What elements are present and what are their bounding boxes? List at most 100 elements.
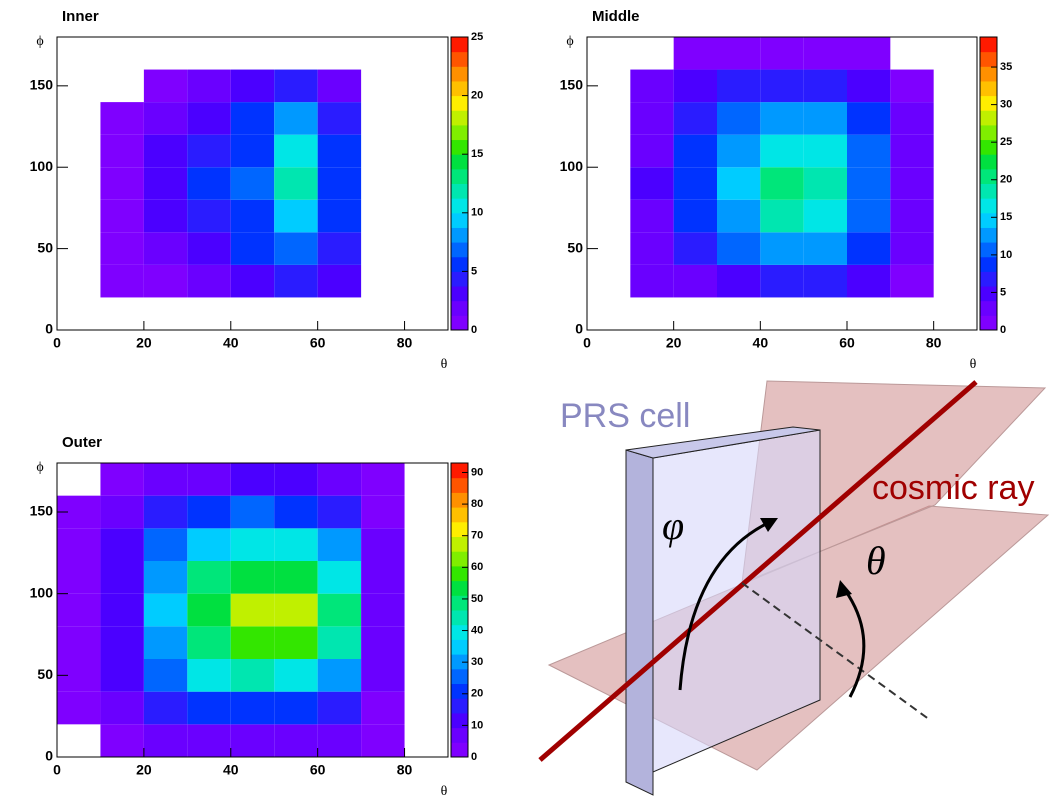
heat-cell <box>717 232 761 265</box>
z-tick-label: 10 <box>471 719 483 731</box>
heat-cell <box>230 691 275 725</box>
heat-cell <box>230 495 275 529</box>
heat-cell <box>803 199 847 233</box>
heat-cell <box>187 724 231 757</box>
heat-cell <box>760 232 804 265</box>
heat-cell <box>317 463 362 496</box>
heat-cell <box>317 232 362 265</box>
colorbar-band <box>451 727 468 743</box>
heat-cell <box>230 199 275 233</box>
heat-cell <box>230 167 275 200</box>
heat-cell <box>847 199 891 233</box>
heat-cell <box>673 134 717 168</box>
heat-cell <box>890 264 934 298</box>
heat-cell <box>274 495 318 529</box>
heat-cell <box>717 134 761 168</box>
y-tick-label: 150 <box>30 503 54 519</box>
x-tick-label: 80 <box>926 335 942 351</box>
heat-cell <box>717 37 761 70</box>
x-tick-label: 0 <box>53 762 61 778</box>
colorbar-band <box>451 51 468 67</box>
heat-cell <box>187 626 231 659</box>
heat-cell <box>760 37 804 70</box>
colorbar-band <box>451 683 468 699</box>
heat-cell <box>847 167 891 200</box>
heat-cell <box>230 528 275 561</box>
colorbar-band <box>980 66 997 82</box>
heat-cell <box>230 593 275 627</box>
z-tick-label: 0 <box>471 751 477 763</box>
heat-cell <box>230 724 275 757</box>
heat-cell <box>803 167 847 200</box>
heat-cell <box>143 626 188 659</box>
colorbar-band <box>980 227 997 243</box>
colorbar-band <box>980 242 997 258</box>
colorbar-band <box>451 286 468 302</box>
colorbar-band <box>980 315 997 331</box>
heat-cell <box>274 659 318 692</box>
x-tick-label: 0 <box>53 335 61 351</box>
heat-cell <box>890 199 934 233</box>
y-tick-label: 0 <box>45 748 53 764</box>
heat-cell <box>274 528 318 561</box>
heat-cell <box>187 659 231 692</box>
heat-cell <box>760 167 804 200</box>
z-tick-label: 0 <box>471 324 477 336</box>
x-tick-label: 40 <box>223 762 239 778</box>
heat-cell <box>274 593 318 627</box>
heat-cell <box>230 69 275 103</box>
y-tick-label: 100 <box>30 158 54 174</box>
heat-cell <box>760 264 804 298</box>
colorbar-band <box>980 212 997 228</box>
phi-arrow <box>678 520 771 691</box>
z-tick-label: 80 <box>471 498 483 510</box>
heat-cell <box>317 724 362 757</box>
colorbar-band <box>451 551 468 567</box>
z-tick-label: 60 <box>471 561 483 573</box>
heat-cell <box>361 593 405 627</box>
heat-cell <box>187 134 231 168</box>
heat-cell <box>187 561 231 594</box>
heat-cell <box>317 659 362 692</box>
y-tick-label: 50 <box>37 666 53 682</box>
z-tick-label: 40 <box>471 624 483 636</box>
heat-cell <box>187 232 231 265</box>
heat-cell <box>57 691 101 725</box>
arrow-head <box>836 580 852 598</box>
x-tick-label: 60 <box>839 335 855 351</box>
colorbar-band <box>451 183 468 199</box>
colorbar-band <box>451 300 468 316</box>
z-tick-label: 20 <box>1000 174 1012 186</box>
heat-cell <box>317 102 362 135</box>
heat-cell <box>57 561 101 594</box>
heat-cell <box>717 264 761 298</box>
heat-cell <box>890 134 934 168</box>
y-axis-label: ϕ <box>36 34 43 49</box>
heat-cell <box>57 593 101 627</box>
z-tick-label: 20 <box>471 90 483 102</box>
heat-cell <box>143 232 188 265</box>
heat-cell <box>361 659 405 692</box>
heat-cell <box>100 463 144 496</box>
heat-cell <box>630 102 674 135</box>
heat-cell <box>274 69 318 103</box>
colorbar-band <box>451 521 468 537</box>
heat-cell <box>274 232 318 265</box>
colorbar-band <box>451 198 468 214</box>
colorbar-band <box>451 110 468 126</box>
heat-cell <box>274 134 318 168</box>
heat-cell <box>274 264 318 298</box>
heat-cell <box>890 69 934 103</box>
heat-cell <box>230 134 275 168</box>
heat-cell <box>847 134 891 168</box>
x-tick-label: 80 <box>397 335 413 351</box>
heat-cell <box>187 199 231 233</box>
x-tick-label: 20 <box>666 335 682 351</box>
heat-cell <box>630 264 674 298</box>
heat-cell <box>760 69 804 103</box>
heat-cell <box>143 528 188 561</box>
y-tick-label: 150 <box>560 77 584 93</box>
colorbar-band <box>451 256 468 272</box>
z-tick-label: 90 <box>471 466 483 478</box>
colorbar-band <box>980 198 997 214</box>
